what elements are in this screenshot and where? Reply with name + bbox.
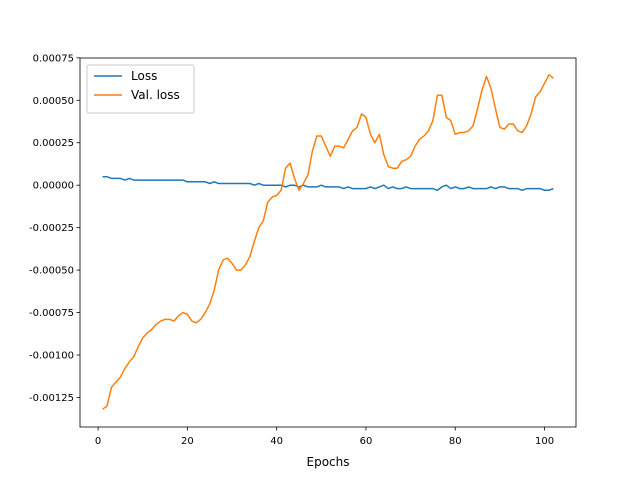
y-tick-label: -0.00075	[29, 308, 74, 319]
y-tick-label: 0.00050	[33, 96, 74, 107]
y-tick-label: -0.00100	[29, 351, 74, 362]
y-tick-label: 0.00025	[33, 138, 74, 149]
legend-label: Val. loss	[131, 88, 180, 102]
y-tick-label: -0.00125	[29, 393, 74, 404]
line-series	[102, 175, 554, 192]
line-series	[102, 74, 554, 410]
x-tick-label: 40	[270, 436, 283, 447]
x-tick-label: 80	[449, 436, 462, 447]
x-axis-label: Epochs	[307, 455, 350, 469]
y-tick-label: 0.00075	[33, 53, 74, 64]
y-tick-label: -0.00050	[29, 266, 74, 277]
axes-frame	[79, 57, 577, 428]
y-tick-label: 0.00000	[33, 181, 74, 192]
x-tick-label: 20	[181, 436, 194, 447]
legend-box	[86, 64, 195, 114]
x-tick-label: 100	[535, 436, 554, 447]
x-tick-label: 60	[360, 436, 373, 447]
legend-label: Loss	[131, 69, 157, 83]
x-tick-label: 0	[95, 436, 101, 447]
y-tick-label: -0.00025	[29, 223, 74, 234]
